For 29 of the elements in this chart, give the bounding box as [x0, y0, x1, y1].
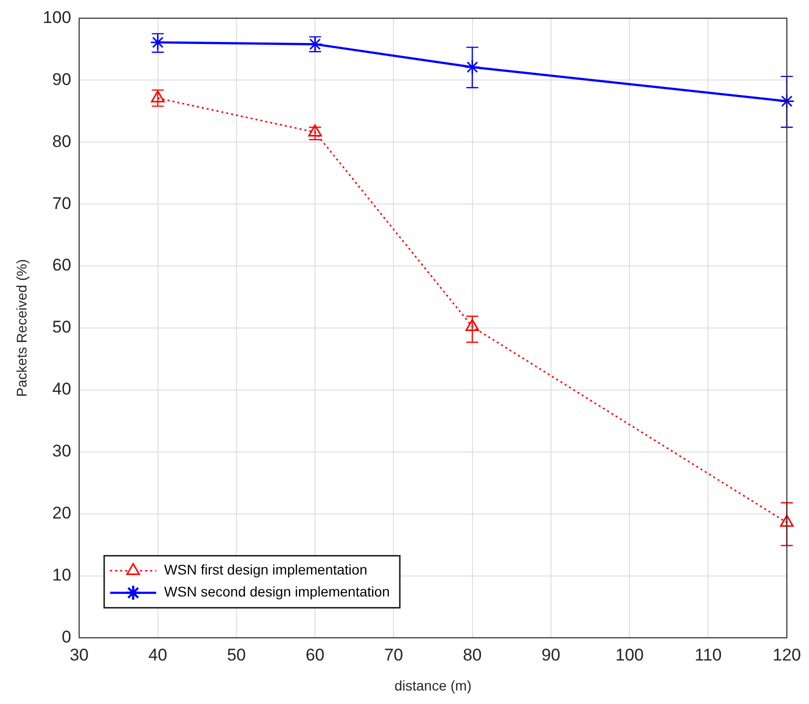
- legend-label: WSN first design implementation: [164, 562, 368, 578]
- x-tick-label: 120: [772, 646, 802, 665]
- x-tick-label: 100: [615, 646, 644, 665]
- x-tick-label: 80: [462, 646, 482, 665]
- y-axis-title: Packets Received (%): [13, 259, 30, 397]
- y-tick-label: 30: [52, 442, 72, 461]
- y-tick-label: 50: [52, 318, 72, 337]
- x-tick-label: 60: [306, 646, 325, 665]
- point: [464, 59, 480, 75]
- point: [465, 319, 480, 332]
- y-tick-label: 20: [52, 504, 72, 523]
- point: [780, 514, 794, 527]
- y-tick-label: 0: [62, 627, 72, 646]
- y-tick-label: 70: [52, 194, 72, 213]
- x-tick-label: 30: [70, 646, 89, 665]
- y-tick-label: 80: [52, 132, 72, 151]
- y-tick-label: 60: [52, 256, 72, 275]
- x-axis-title: distance (m): [394, 677, 472, 694]
- legend-label: WSN second design implementation: [164, 584, 390, 600]
- y-tick-label: 100: [42, 8, 72, 27]
- point: [779, 93, 795, 109]
- x-tick-label: 70: [384, 646, 404, 665]
- y-tick-label: 40: [52, 380, 72, 399]
- y-tick-label: 10: [52, 566, 72, 585]
- x-tick-label: 50: [226, 646, 246, 665]
- x-tick-label: 40: [148, 646, 168, 665]
- x-tick-label: 90: [541, 646, 560, 665]
- y-tick-label: 90: [52, 70, 72, 89]
- x-tick-label: 110: [694, 646, 722, 665]
